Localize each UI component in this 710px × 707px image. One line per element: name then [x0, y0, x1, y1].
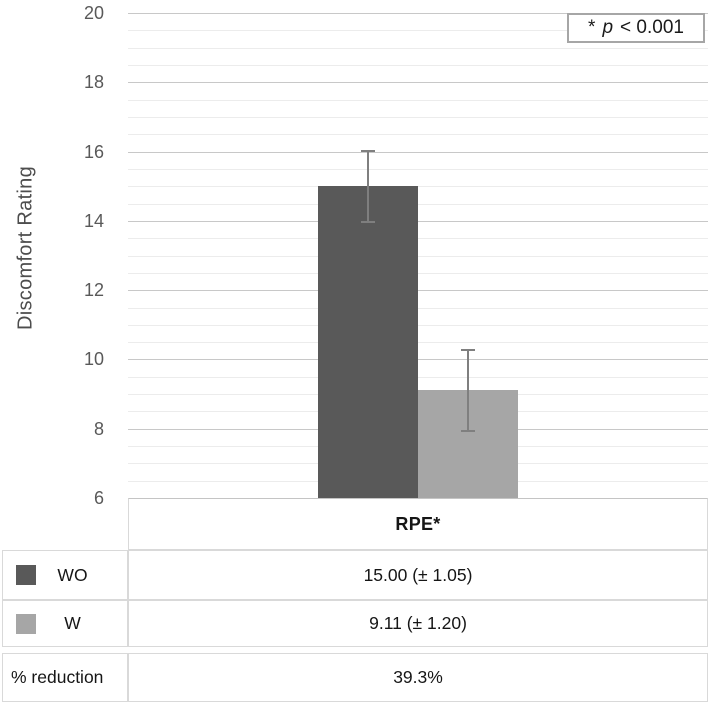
table-row-reduction: % reduction 39.3% — [2, 653, 708, 702]
gridline-major — [128, 290, 708, 292]
y-axis-tick-labels: 6 8 10 12 14 16 18 20 — [83, 3, 104, 508]
gridline-minor — [128, 376, 708, 378]
w-row-label: W — [64, 613, 81, 633]
reduction-row-label: % reduction — [2, 653, 128, 702]
w-legend-swatch — [16, 613, 36, 634]
gridline-major — [128, 359, 708, 361]
table-row-wo: WO 15.00 (± 1.05) — [2, 550, 708, 600]
table-row-w: W 9.11 (± 1.20) — [2, 600, 708, 647]
significance-note-box: * p < 0.001 — [567, 13, 705, 43]
wo-legend-swatch — [16, 565, 36, 585]
gridline-minor — [128, 307, 708, 309]
p-threshold-text: < 0.001 — [620, 17, 684, 38]
w-legend-cell: W — [2, 600, 128, 647]
gridline-minor — [128, 238, 708, 240]
error-bar-w — [461, 348, 475, 432]
table-header-row: RPE* — [128, 498, 708, 550]
error-cap-bottom — [361, 220, 375, 223]
gridline-minor — [128, 342, 708, 344]
wo-legend-cell: WO — [2, 550, 128, 600]
gridline-minor — [128, 99, 708, 101]
error-stem — [367, 149, 369, 223]
gridline-major — [128, 82, 708, 84]
category-header-cell: RPE* — [128, 498, 708, 550]
w-row-value: 9.11 (± 1.20) — [128, 600, 708, 647]
gridline-minor — [128, 65, 708, 66]
gridline-minor — [128, 203, 708, 205]
gridline-minor — [128, 186, 708, 188]
gridline-minor — [128, 255, 708, 257]
asterisk-marker: * — [588, 17, 596, 38]
y-axis-title: Discomfort Rating — [14, 165, 37, 331]
gridline-minor — [128, 47, 708, 49]
reduction-row-value: 39.3% — [128, 653, 708, 702]
gridline-major — [128, 220, 708, 222]
gridline-minor — [128, 324, 708, 326]
gridline-minor — [128, 30, 708, 32]
gridline-minor — [128, 134, 708, 136]
gridline-major — [128, 151, 708, 153]
gridline-minor — [128, 168, 708, 170]
wo-row-value: 15.00 (± 1.05) — [128, 550, 708, 600]
gridline-minor — [128, 272, 708, 274]
plot-area — [128, 13, 708, 498]
error-cap-bottom — [461, 429, 475, 432]
wo-row-label: WO — [57, 564, 88, 585]
gridline-major — [128, 13, 708, 14]
error-bar-wo — [361, 149, 375, 223]
p-symbol: p — [602, 17, 614, 38]
error-stem — [467, 348, 469, 432]
gridline-minor — [128, 116, 708, 118]
bar-wo — [318, 186, 418, 498]
